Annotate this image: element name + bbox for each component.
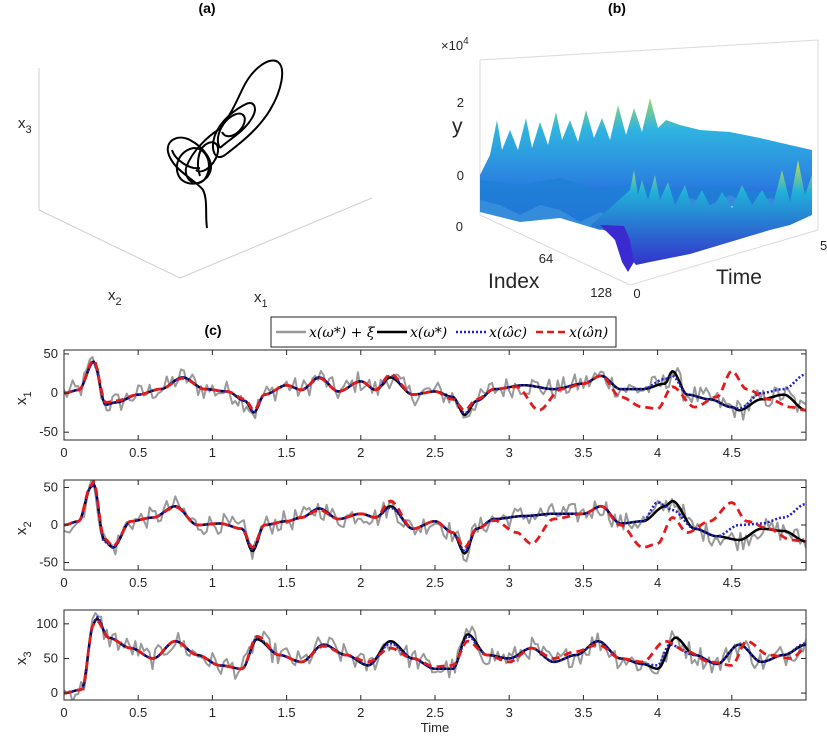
legend-entry-n-est: x(ω̂n) (536, 325, 608, 341)
lorenz-attractor-trajectory (166, 59, 284, 229)
panel-b-zlabel: y (452, 115, 463, 138)
c-x2-xtick-label: 3 (506, 575, 513, 590)
c-x1-xtick-label: 2.5 (426, 445, 444, 460)
c-x1-xtick-label: 4 (654, 445, 661, 460)
c-x1-xtick-label: 3 (506, 445, 513, 460)
panel-b-index-tick-0: 0 (456, 219, 463, 234)
panel-b-time-tick-5: 5 (820, 238, 827, 253)
c-x3-xtick-label: 0.5 (129, 705, 147, 720)
c-x3-series-n-est (64, 619, 806, 695)
c-x3-axes: 0 0.5 1 1.5 2 2.5 3 3.5 4 4.5 0 50 100 x3 Time (13, 609, 807, 735)
legend-label-true: x(ω*) (410, 325, 447, 341)
c-x2-xtick-label: 4 (654, 575, 661, 590)
c-x3-ytick-label: 50 (44, 650, 58, 665)
c-x3-xtick-label: 2.5 (426, 705, 444, 720)
c-x1-xtick-label: 1.5 (278, 445, 296, 460)
panel-c-label: (c) (204, 322, 221, 338)
c-x2-xtick-label: 0.5 (129, 575, 147, 590)
c-x3-xtick-label: 0 (60, 705, 67, 720)
c-x2-series-c-est (64, 482, 806, 553)
panel-a-axes (38, 68, 373, 279)
panel-b-index-tick-128: 128 (590, 285, 612, 300)
c-x3-xlabel: Time (421, 720, 449, 735)
c-x2-ylabel: x2 (13, 521, 34, 535)
legend-label-n-est: x(ω̂n) (569, 325, 608, 341)
c-x3-series-noisy (64, 612, 806, 700)
c-x2-xtick-label: 4.5 (723, 575, 741, 590)
c-x1-ytick-label: 50 (44, 346, 58, 361)
panel-b-label: (b) (608, 0, 626, 16)
panel-b-ztick-0: 0 (457, 168, 464, 183)
panel-b-index-tick-64: 64 (539, 251, 553, 266)
c-x1-ylabel: x1 (13, 391, 34, 405)
panel-b-ztick-2: 2 (457, 95, 464, 110)
panel-a-label: (a) (198, 0, 215, 16)
c-x3-ylabel: x3 (13, 651, 34, 665)
c-x3-xtick-label: 1.5 (278, 705, 296, 720)
panel-a-zlabel: x3 (18, 115, 32, 136)
c-x1-xtick-label: 3.5 (574, 445, 592, 460)
c-x2-series-n-est (64, 480, 806, 549)
c-x1-xtick-label: 0 (60, 445, 67, 460)
c-x1-ytick-label: -50 (39, 424, 58, 439)
c-x1-series-noisy (64, 356, 806, 421)
c-x2-series-true (64, 482, 806, 555)
c-x3-xtick-label: 4.5 (723, 705, 741, 720)
c-x2-frame (63, 479, 807, 571)
c-x3-ytick-label: 0 (51, 685, 58, 700)
c-x1-xtick-label: 0.5 (129, 445, 147, 460)
c-x3-xtick-label: 3.5 (574, 705, 592, 720)
c-x2-xtick-label: 0 (60, 575, 67, 590)
c-x3-xtick-label: 4 (654, 705, 661, 720)
c-x1-xtick-label: 1 (209, 445, 216, 460)
c-x2-xtick-label: 1.5 (278, 575, 296, 590)
c-x3-xtick-label: 3 (506, 705, 513, 720)
legend-entry-noisy: x(ω*) + ξ (276, 325, 376, 341)
c-x1-xtick-label: 4.5 (723, 445, 741, 460)
panel-a-xlabel: x1 (254, 289, 268, 310)
c-x2-ytick-label: -50 (39, 555, 58, 570)
legend-label-noisy: x(ω*) + ξ (309, 325, 376, 341)
c-x1-xtick-label: 2 (357, 445, 364, 460)
c-x2-ytick-label: 50 (44, 480, 58, 495)
legend-entry-true: x(ω*) (377, 325, 447, 341)
legend-entry-c-est: x(ω̂c) (456, 325, 527, 341)
c-x2-series-noisy (64, 480, 806, 563)
panel-b-time-tick-0: 0 (633, 286, 640, 301)
c-x2-xtick-label: 2 (357, 575, 364, 590)
c-x3-ytick-label: 100 (36, 616, 58, 631)
c-x1-ytick-label: 0 (51, 385, 58, 400)
legend: x(ω*) + ξ x(ω*) x(ω̂c) x(ω̂n) (270, 316, 617, 348)
panel-a-ylabel: x2 (108, 287, 122, 308)
legend-label-c-est: x(ω̂c) (489, 325, 527, 341)
c-x3-xtick-label: 1 (209, 705, 216, 720)
c-x2-ytick-label: 0 (51, 517, 58, 532)
panel-b-xlabel: Index (488, 270, 540, 293)
c-x1-series-c-est (64, 360, 806, 415)
c-x2-xtick-label: 2.5 (426, 575, 444, 590)
c-x2-xtick-label: 3.5 (574, 575, 592, 590)
c-x3-xtick-label: 2 (357, 705, 364, 720)
panel-b-axes-box (479, 39, 819, 286)
spectrogram-surface (480, 98, 812, 272)
c-x2-xtick-label: 1 (209, 575, 216, 590)
panel-b-ylabel: Time (716, 266, 762, 289)
c-x1-series-n-est (64, 358, 806, 412)
panel-b-scale: ×104 (441, 36, 469, 53)
